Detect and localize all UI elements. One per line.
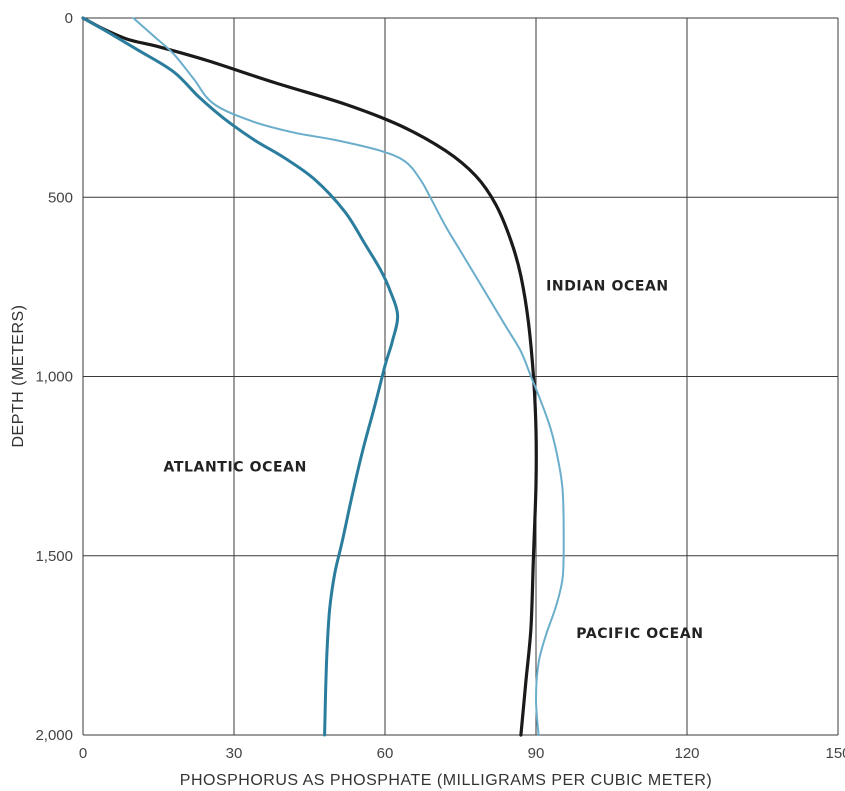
y-tick-label: 1,500	[35, 548, 73, 565]
grid	[82, 17, 839, 736]
y-tick-label: 2,000	[35, 727, 73, 744]
atlantic-ocean-line	[81, 16, 400, 737]
x-axis-title: PHOSPHORUS AS PHOSPHATE (MILLIGRAMS PER …	[180, 772, 712, 789]
x-tick-label: 150	[825, 745, 845, 762]
pacific-ocean-line	[132, 17, 565, 736]
y-tick-label: 500	[48, 189, 73, 206]
x-tick-label: 120	[674, 745, 699, 762]
y-tick-label: 1,000	[35, 369, 73, 386]
series-labels: INDIAN OCEAN PACIFIC OCEAN ATLANTIC OCEAN	[164, 278, 703, 642]
x-tick-label: 90	[528, 745, 545, 762]
x-tick-label: 60	[377, 745, 394, 762]
x-tick-labels: 0 30 60 90 120 150	[79, 745, 845, 762]
indian-ocean-label: INDIAN OCEAN	[546, 278, 669, 294]
y-tick-labels: 0 500 1,000 1,500 2,000	[35, 10, 73, 744]
indian-ocean-line	[81, 16, 538, 737]
atlantic-ocean-label: ATLANTIC OCEAN	[164, 460, 307, 476]
y-tick-label: 0	[65, 10, 73, 27]
pacific-ocean-label: PACIFIC OCEAN	[576, 626, 703, 642]
y-axis-title: DEPTH (METERS)	[10, 305, 27, 448]
series-lines	[81, 16, 565, 737]
x-tick-label: 30	[226, 745, 243, 762]
x-tick-label: 0	[79, 745, 87, 762]
